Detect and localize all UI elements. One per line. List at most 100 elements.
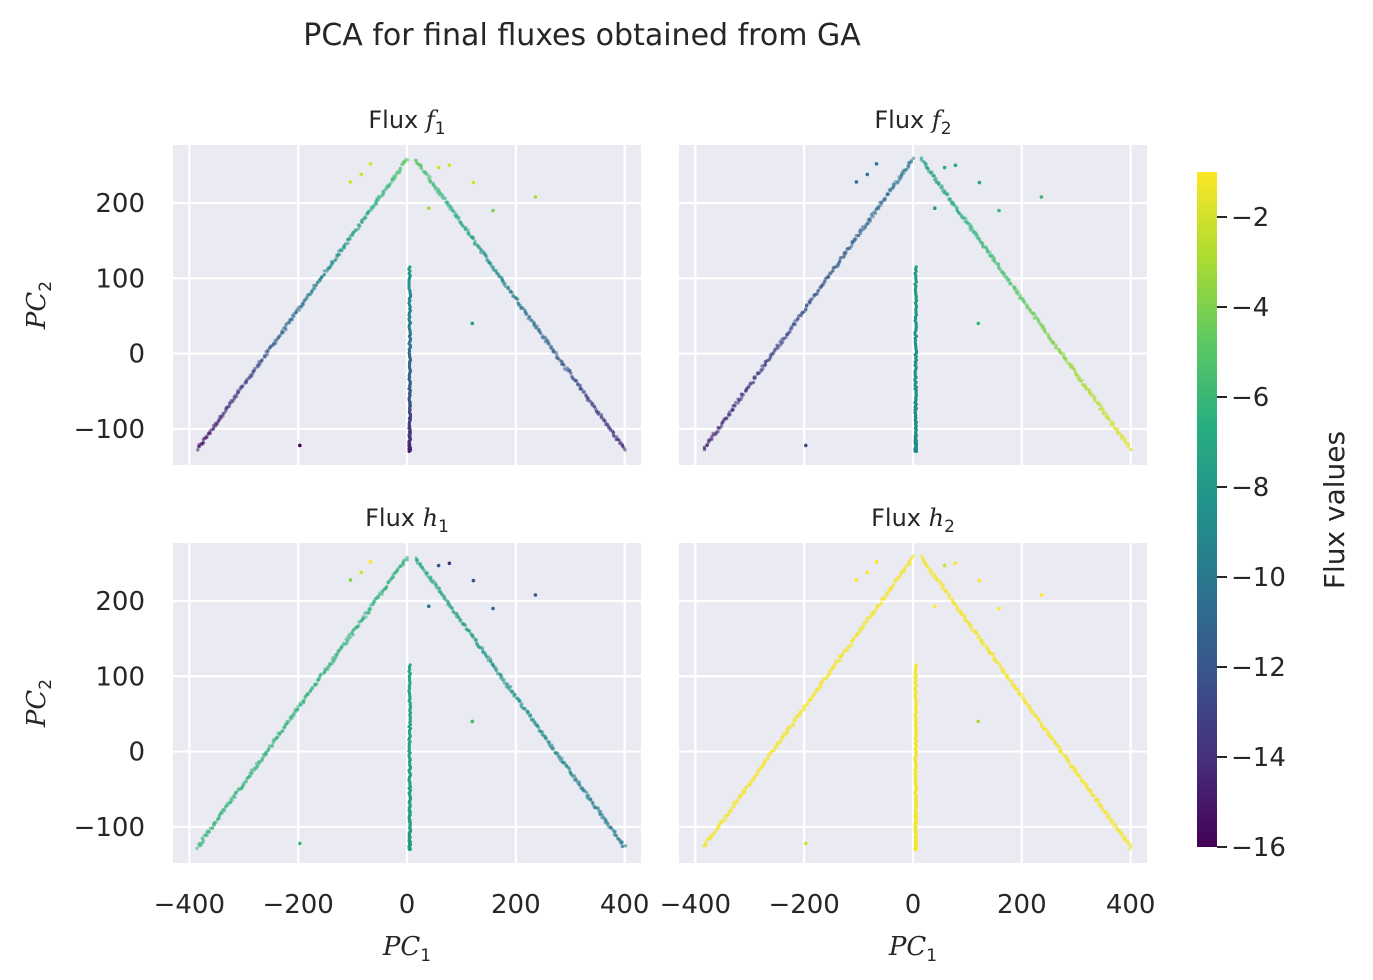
scatter-point: [295, 707, 300, 711]
scatter-point: [1059, 749, 1063, 753]
scatter-point: [1024, 701, 1029, 705]
scatter-point: [941, 583, 945, 587]
scatter-point: [592, 404, 597, 409]
scatter-point: [237, 390, 241, 394]
y-axis-label: PC2: [22, 281, 56, 330]
scatter-point: [1120, 831, 1124, 836]
scatter-points: [196, 157, 627, 453]
scatter-point: [562, 363, 566, 367]
scatter-point: [772, 748, 776, 753]
scatter-point: [278, 333, 282, 338]
scatter-point: [260, 358, 264, 362]
scatter-point: [240, 384, 245, 388]
scatter-outlier: [436, 563, 441, 568]
scatter-point: [537, 725, 541, 730]
scatter-point: [1062, 352, 1066, 356]
scatter-point: [290, 317, 294, 322]
scatter-point: [339, 248, 344, 252]
scatter-point: [605, 422, 609, 426]
scatter-outlier: [491, 208, 495, 213]
scatter-point: [866, 221, 870, 226]
scatter-point: [1089, 791, 1093, 795]
colorbar-gradient: [1197, 172, 1217, 847]
x-tick-label: −200: [768, 890, 839, 920]
scatter-point: [1080, 378, 1084, 383]
scatter-point: [784, 335, 788, 339]
scatter-point: [485, 258, 489, 262]
scatter-point: [732, 804, 736, 809]
scatter-outlier: [359, 172, 364, 177]
scatter-point: [463, 623, 468, 628]
colorbar-tick-label: −12: [1231, 653, 1286, 683]
scatter-point: [330, 260, 335, 264]
scatter-point: [934, 176, 938, 181]
scatter-point: [948, 197, 952, 201]
scatter-point: [751, 380, 756, 384]
scatter-point: [312, 286, 317, 290]
panel-flux-f2: Flux f2: [679, 106, 1147, 465]
scatter-point: [405, 558, 409, 562]
scatter-outlier: [1039, 195, 1044, 199]
scatter-point: [1024, 303, 1028, 307]
scatter-point: [437, 586, 442, 591]
scatter-point: [774, 745, 778, 750]
scatter-point: [1057, 744, 1061, 749]
scatter-outlier: [471, 578, 476, 583]
scatter-point: [919, 554, 924, 558]
scatter-point: [941, 586, 946, 590]
scatter-point: [829, 271, 833, 276]
scatter-point: [849, 244, 854, 248]
scatter-outlier: [977, 180, 982, 185]
scatter-points: [701, 554, 1133, 852]
scatter-point: [908, 562, 912, 566]
scatter-point: [806, 702, 810, 706]
scatter-point: [275, 735, 280, 740]
scatter-point: [858, 630, 862, 634]
scatter-point: [741, 392, 745, 397]
scatter-point: [1067, 761, 1072, 766]
scatter-point: [902, 171, 906, 175]
x-tick-label: −200: [262, 890, 333, 920]
scatter-point: [335, 256, 339, 260]
scatter-point: [322, 273, 326, 277]
scatter-point: [249, 768, 254, 772]
scatter-point: [547, 740, 552, 744]
scatter-point: [554, 351, 558, 355]
scatter-outlier: [804, 443, 808, 448]
scatter-point: [322, 269, 327, 273]
scatter-point: [825, 676, 829, 680]
scatter-point: [584, 790, 589, 795]
scatter-point: [1020, 692, 1025, 697]
scatter-point: [523, 706, 527, 711]
scatter-point: [449, 606, 454, 610]
scatter-point: [500, 675, 504, 679]
scatter-point: [540, 730, 545, 734]
scatter-point: [883, 196, 887, 201]
y-tick-label: 200: [95, 587, 145, 617]
colorbar: −2 −4 −6 −8 −10 −12 −14 −16 Flux values: [1197, 172, 1351, 863]
scatter-point: [586, 793, 591, 798]
scatter-point: [1111, 423, 1115, 427]
scatter-point: [964, 216, 968, 221]
scatter-point: [283, 725, 287, 729]
scatter-point: [844, 250, 848, 254]
scatter-point: [717, 824, 721, 828]
scatter-point: [511, 294, 515, 298]
scatter-point: [879, 601, 884, 606]
scatter-point: [725, 416, 729, 420]
scatter-point: [763, 363, 768, 367]
colorbar-tick-label: −8: [1231, 473, 1269, 503]
scatter-point: [911, 156, 916, 160]
scatter-point: [253, 366, 257, 371]
scatter-point: [1107, 417, 1111, 421]
scatter-point: [847, 246, 851, 250]
scatter-point: [1052, 739, 1057, 743]
scatter-point: [1114, 823, 1118, 828]
scatter-point: [937, 182, 941, 186]
scatter-point: [510, 690, 515, 694]
scatter-point: [785, 729, 790, 733]
scatter-point: [726, 813, 731, 817]
scatter-point: [428, 175, 432, 179]
x-axis-label: PC1: [888, 932, 937, 966]
